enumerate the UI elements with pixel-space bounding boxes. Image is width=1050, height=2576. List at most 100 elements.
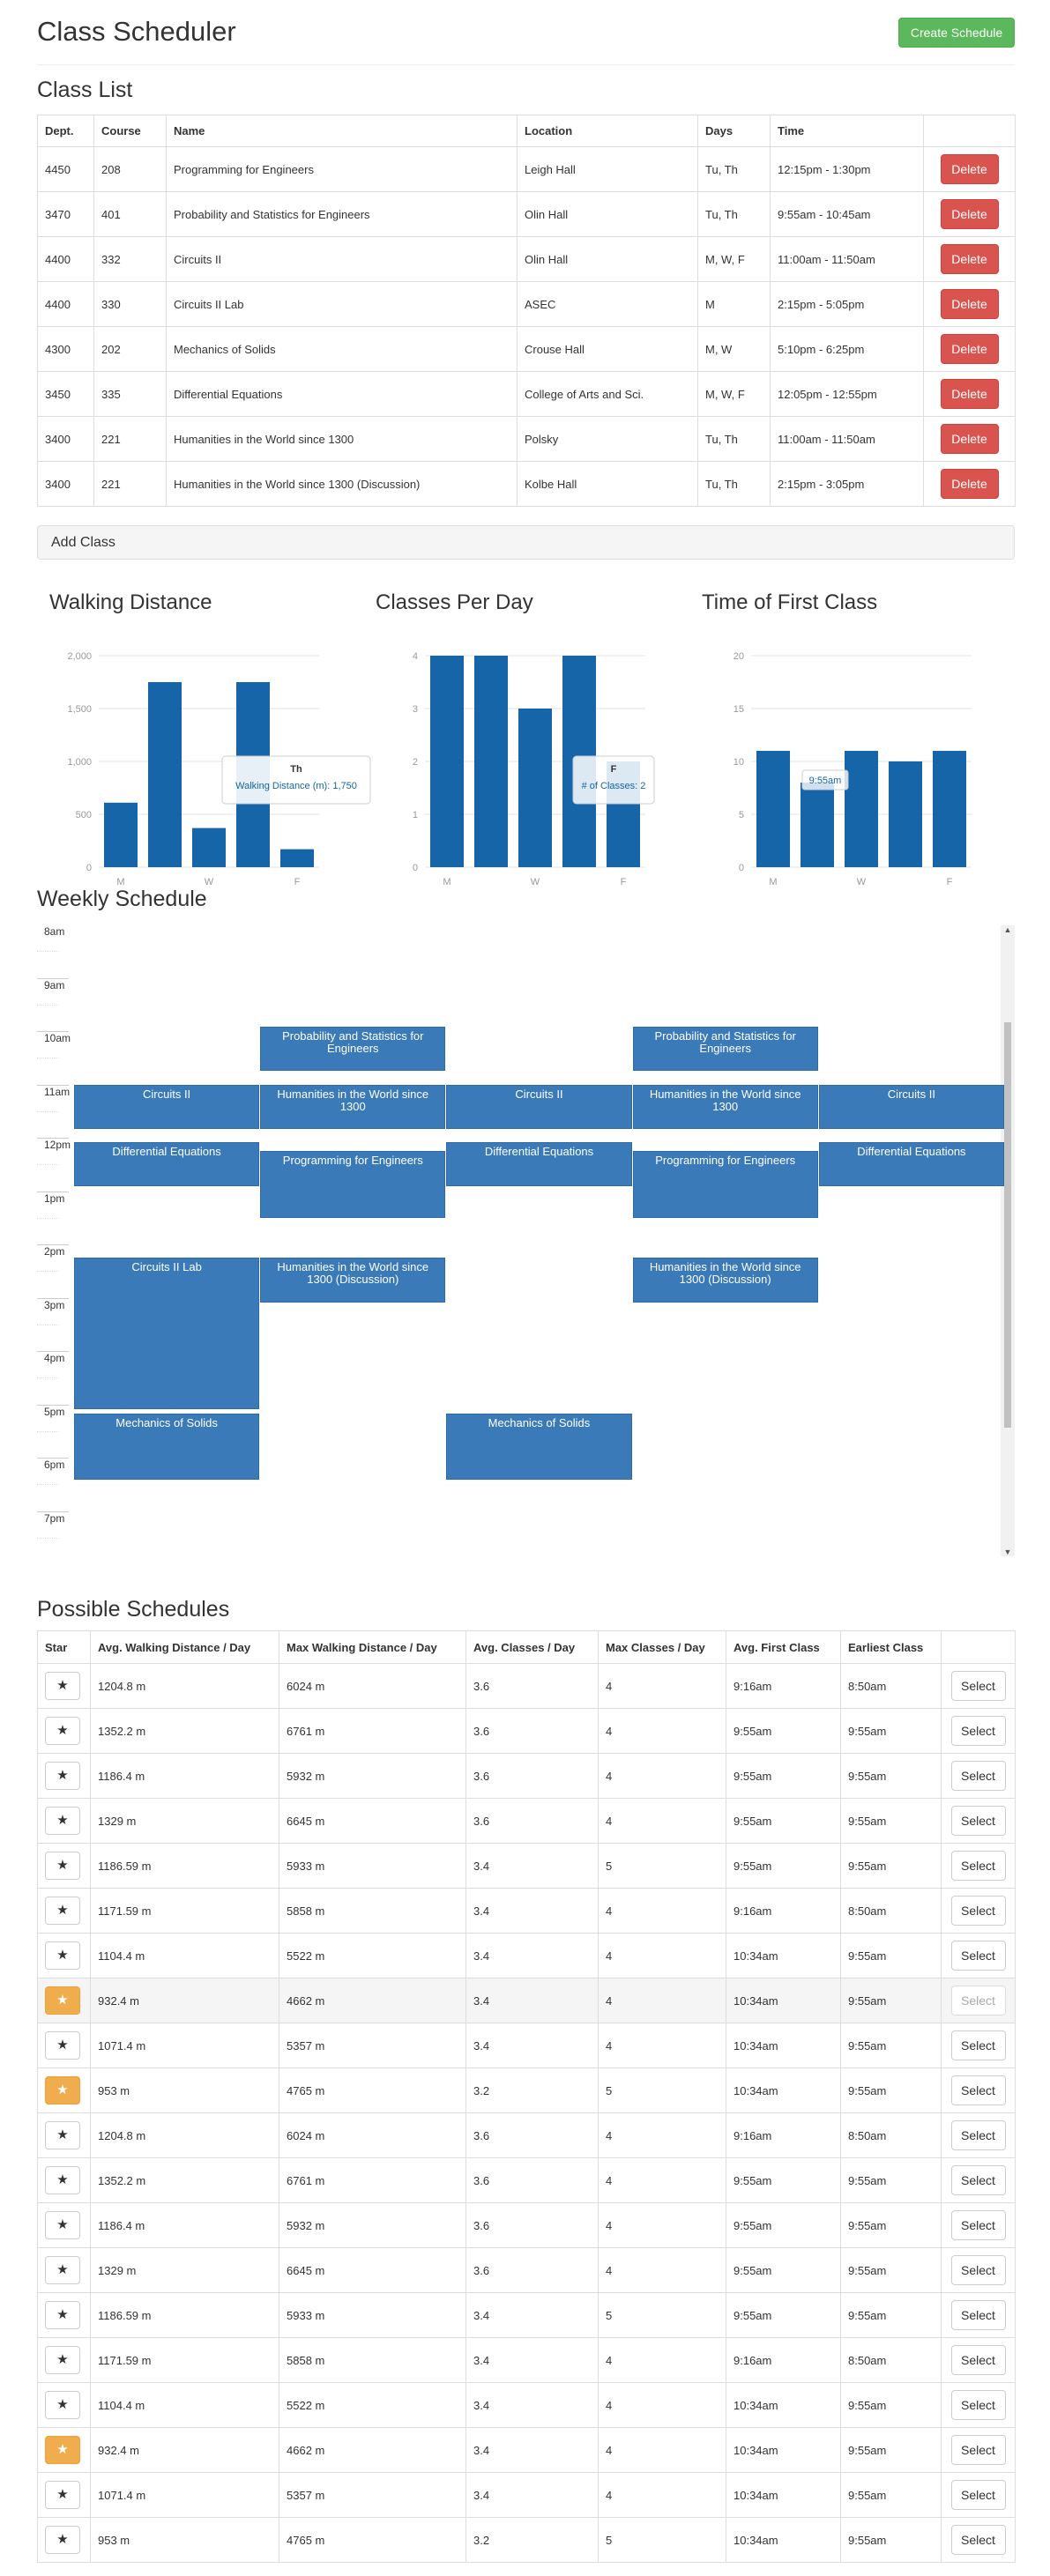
star-icon[interactable]: ★: [45, 2076, 80, 2105]
calendar-event[interactable]: Mechanics of Solids: [446, 1413, 632, 1481]
bar[interactable]: [280, 849, 314, 867]
star-icon[interactable]: ★: [45, 1672, 80, 1700]
scrollbar-thumb[interactable]: [1004, 1022, 1011, 1428]
calendar-event[interactable]: Humanities in the World since 1300: [632, 1084, 818, 1129]
bar[interactable]: [756, 751, 790, 867]
schedule-cell: 3.6: [465, 1798, 599, 1844]
schedule-row: ★ 953 m 4765 m 3.2 5 10:34am 9:55am Select: [37, 2517, 1016, 2563]
select-schedule-button[interactable]: Select: [950, 1671, 1006, 1701]
class-cell: College of Arts and Sci.: [517, 371, 698, 417]
bar[interactable]: [801, 783, 834, 867]
star-icon[interactable]: ★: [45, 1852, 80, 1880]
calendar-event[interactable]: Differential Equations: [446, 1142, 632, 1187]
bar[interactable]: [933, 751, 966, 867]
x-tick-label: W: [205, 877, 214, 887]
calendar-event[interactable]: Circuits II: [74, 1084, 260, 1129]
calendar-event[interactable]: Circuits II Lab: [74, 1258, 260, 1409]
calendar-event[interactable]: Mechanics of Solids: [74, 1413, 260, 1481]
star-icon[interactable]: ★: [45, 2301, 80, 2329]
bar[interactable]: [148, 682, 182, 867]
delete-class-button[interactable]: Delete: [940, 469, 999, 499]
calendar-event[interactable]: Programming for Engineers: [260, 1151, 446, 1218]
select-schedule-button[interactable]: Select: [950, 2480, 1006, 2510]
calendar-event[interactable]: Humanities in the World since 1300 (Disc…: [632, 1258, 818, 1303]
select-schedule-button[interactable]: Select: [950, 2345, 1006, 2375]
hour-line: [37, 1351, 69, 1352]
calendar-event[interactable]: Probability and Statistics for Engineers: [260, 1026, 446, 1072]
star-icon[interactable]: ★: [45, 2346, 80, 2374]
calendar-event[interactable]: Probability and Statistics for Engineers: [632, 1026, 818, 1072]
star-icon[interactable]: ★: [45, 2481, 80, 2509]
select-schedule-button[interactable]: Select: [950, 2120, 1006, 2150]
class-row: 3470 401 Probability and Statistics for En…: [37, 191, 1016, 237]
weekly-schedule-calendar[interactable]: ▲ ▼ 8am 9am 10am 11am 12pm 1pm 2pm 3pm 4pm 5pm 6pm…: [37, 925, 1015, 1556]
bar[interactable]: [430, 656, 464, 867]
bar[interactable]: [889, 761, 922, 867]
star-icon[interactable]: ★: [45, 2526, 80, 2554]
star-icon[interactable]: ★: [45, 1807, 80, 1835]
calendar-event[interactable]: Circuits II: [818, 1084, 1004, 1129]
delete-class-button[interactable]: Delete: [940, 199, 999, 229]
star-icon[interactable]: ★: [45, 2121, 80, 2149]
select-cell: Select: [941, 1888, 1016, 1934]
calendar-event[interactable]: Humanities in the World since 1300: [260, 1084, 446, 1129]
star-icon[interactable]: ★: [45, 1717, 80, 1745]
delete-class-button[interactable]: Delete: [940, 424, 999, 454]
select-schedule-button[interactable]: Select: [950, 1716, 1006, 1746]
bar[interactable]: [474, 656, 508, 867]
select-schedule-button[interactable]: Select: [950, 1941, 1006, 1971]
select-schedule-button[interactable]: Select: [950, 1806, 1006, 1836]
bar[interactable]: [845, 751, 878, 867]
star-icon[interactable]: ★: [45, 2211, 80, 2239]
delete-class-button[interactable]: Delete: [940, 244, 999, 274]
select-schedule-button[interactable]: Select: [950, 1986, 1006, 2016]
star-icon[interactable]: ★: [45, 2031, 80, 2060]
schedule-cell: 1186.59 m: [90, 1843, 279, 1889]
schedule-row: ★ 1329 m 6645 m 3.6 4 9:55am 9:55am Select: [37, 2247, 1016, 2293]
bar[interactable]: [104, 802, 138, 867]
chart-svg: 0 500 1,000 1,500 2,000 M W F Th Walking Distance…: [67, 651, 371, 887]
scroll-down-arrow-icon[interactable]: ▼: [1003, 1548, 1012, 1556]
star-icon[interactable]: ★: [45, 2391, 80, 2419]
select-schedule-button[interactable]: Select: [950, 1761, 1006, 1791]
star-icon[interactable]: ★: [45, 2166, 80, 2194]
calendar-event[interactable]: Differential Equations: [74, 1142, 260, 1187]
bar[interactable]: [518, 709, 552, 867]
star-icon[interactable]: ★: [45, 1897, 80, 1925]
class-cell: M, W, F: [697, 371, 771, 417]
select-schedule-button[interactable]: Select: [950, 1896, 1006, 1926]
class-row: 3450 335 Differential Equations College of …: [37, 371, 1016, 417]
calendar-event[interactable]: Circuits II: [446, 1084, 632, 1129]
select-schedule-button[interactable]: Select: [950, 2165, 1006, 2195]
calendar-event[interactable]: Programming for Engineers: [632, 1151, 818, 1218]
scroll-up-arrow-icon[interactable]: ▲: [1003, 925, 1012, 934]
class-cell: 4400: [37, 236, 94, 282]
select-schedule-button[interactable]: Select: [950, 2300, 1006, 2330]
delete-class-button[interactable]: Delete: [940, 289, 999, 319]
star-icon[interactable]: ★: [45, 2436, 80, 2464]
select-schedule-button[interactable]: Select: [950, 2390, 1006, 2420]
select-schedule-button[interactable]: Select: [950, 2255, 1006, 2285]
star-icon[interactable]: ★: [45, 1941, 80, 1970]
select-schedule-button[interactable]: Select: [950, 2435, 1006, 2465]
delete-class-button[interactable]: Delete: [940, 379, 999, 409]
star-icon[interactable]: ★: [45, 1762, 80, 1790]
calendar-event[interactable]: Differential Equations: [818, 1142, 1004, 1187]
star-icon[interactable]: ★: [45, 2256, 80, 2284]
create-schedule-button[interactable]: Create Schedule: [898, 18, 1015, 48]
calendar-scrollbar[interactable]: ▲ ▼: [1001, 925, 1015, 1556]
select-schedule-button[interactable]: Select: [950, 2075, 1006, 2105]
delete-class-button[interactable]: Delete: [940, 154, 999, 184]
class-cell: 4450: [37, 146, 94, 192]
delete-class-button[interactable]: Delete: [940, 334, 999, 364]
select-schedule-button[interactable]: Select: [950, 1851, 1006, 1881]
x-tick-label: F: [947, 877, 953, 887]
schedule-cell: 8:50am: [840, 1888, 942, 1934]
select-schedule-button[interactable]: Select: [950, 2030, 1006, 2060]
calendar-event[interactable]: Humanities in the World since 1300 (Disc…: [260, 1258, 446, 1303]
star-icon[interactable]: ★: [45, 1986, 80, 2015]
bar[interactable]: [192, 828, 226, 867]
select-schedule-button[interactable]: Select: [950, 2210, 1006, 2240]
add-class-toggle[interactable]: Add Class: [37, 525, 1015, 560]
select-schedule-button[interactable]: Select: [950, 2525, 1006, 2555]
